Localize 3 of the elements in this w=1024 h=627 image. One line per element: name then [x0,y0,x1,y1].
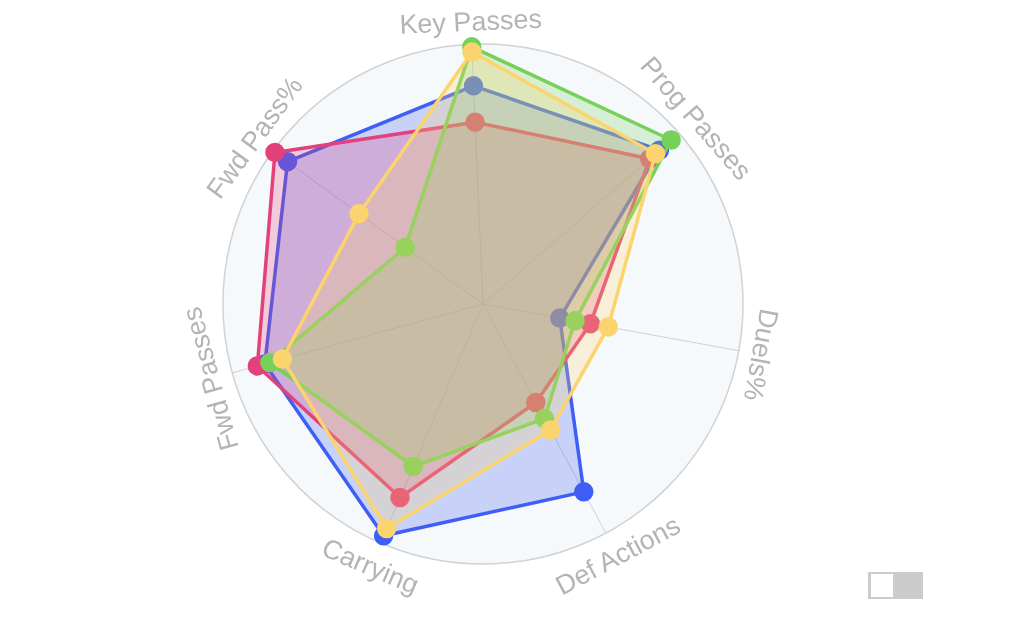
spoke-label: Fwd Passes [176,303,245,454]
spoke-label: Duels% [737,306,785,404]
spoke-label: Key Passes [398,3,543,40]
